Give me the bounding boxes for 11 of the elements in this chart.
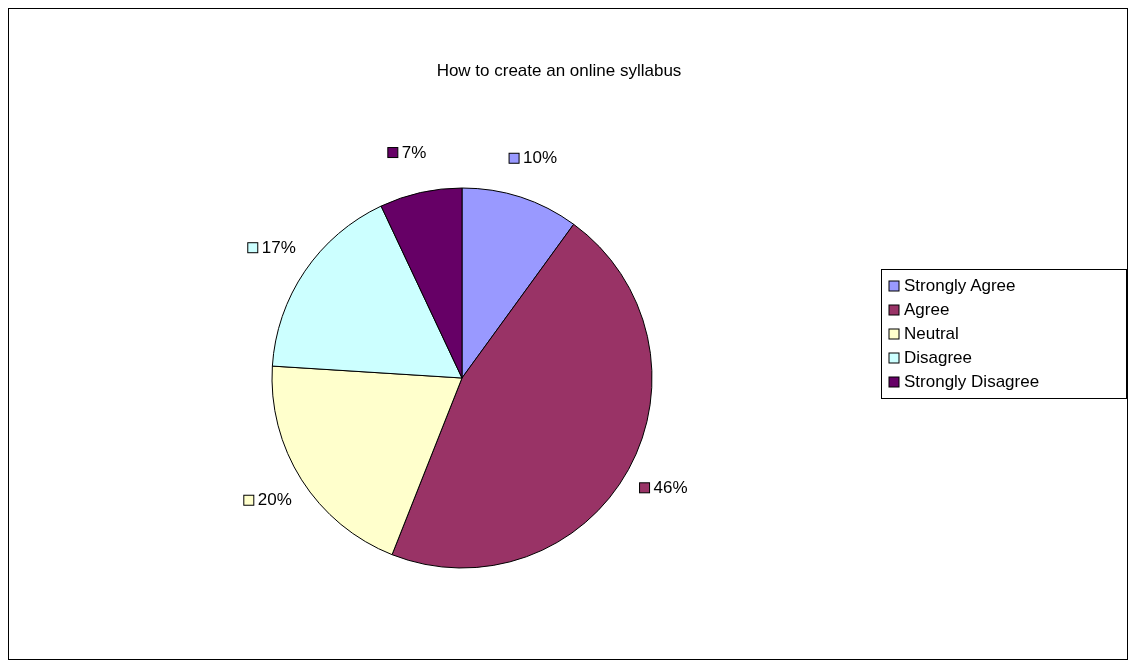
data-label: 20% bbox=[257, 490, 292, 510]
legend-label: Agree bbox=[904, 299, 950, 321]
chart-title: How to create an online syllabus bbox=[435, 61, 683, 81]
legend-label: Strongly Agree bbox=[904, 275, 1016, 297]
legend-label: Neutral bbox=[904, 323, 959, 345]
data-label: 10% bbox=[523, 148, 558, 168]
data-label: 17% bbox=[261, 237, 296, 257]
data-label: 7% bbox=[401, 142, 427, 162]
legend-label: Disagree bbox=[904, 347, 973, 369]
data-label: 46% bbox=[653, 477, 688, 497]
legend-label: Strongly Disagree bbox=[904, 371, 1040, 393]
